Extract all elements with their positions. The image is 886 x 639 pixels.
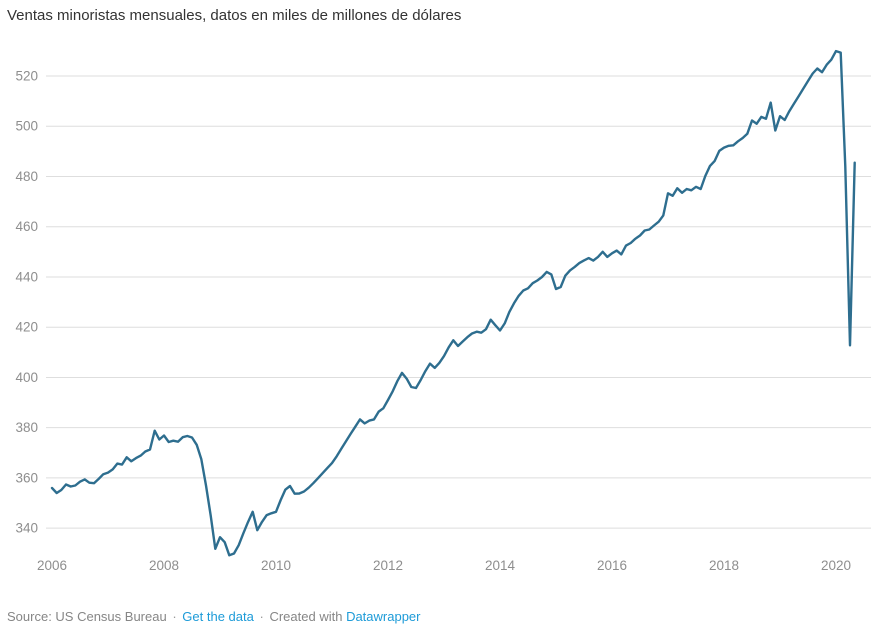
x-tick-label-2010: 2010: [261, 558, 291, 573]
chart-title: Ventas minoristas mensuales, datos en mi…: [7, 7, 462, 24]
y-tick-label-340: 340: [15, 521, 38, 536]
y-tick-label-520: 520: [15, 69, 38, 84]
footer-separator: ·: [259, 609, 264, 624]
y-tick-label-400: 400: [15, 370, 38, 385]
y-tick-label-360: 360: [15, 470, 38, 485]
x-tick-label-2016: 2016: [597, 558, 627, 573]
y-tick-label-480: 480: [15, 169, 38, 184]
footer-separator: ·: [172, 609, 177, 624]
x-tick-label-2020: 2020: [821, 558, 851, 573]
chart-footer: Source: US Census Bureau · Get the data …: [7, 609, 421, 624]
y-tick-label-500: 500: [15, 119, 38, 134]
y-tick-label-420: 420: [15, 320, 38, 335]
datawrapper-link[interactable]: Datawrapper: [346, 609, 421, 624]
y-tick-label-380: 380: [15, 420, 38, 435]
sales-line: [50, 49, 856, 557]
y-tick-label-460: 460: [15, 219, 38, 234]
x-tick-label-2008: 2008: [149, 558, 179, 573]
source-text: Source: US Census Bureau: [7, 609, 167, 624]
y-tick-label-440: 440: [15, 269, 38, 284]
x-tick-label-2006: 2006: [37, 558, 67, 573]
x-tick-label-2014: 2014: [485, 558, 516, 573]
get-the-data-link[interactable]: Get the data: [182, 609, 254, 624]
x-tick-label-2012: 2012: [373, 558, 403, 573]
x-tick-label-2018: 2018: [709, 558, 739, 573]
created-with-text: Created with: [269, 609, 343, 624]
